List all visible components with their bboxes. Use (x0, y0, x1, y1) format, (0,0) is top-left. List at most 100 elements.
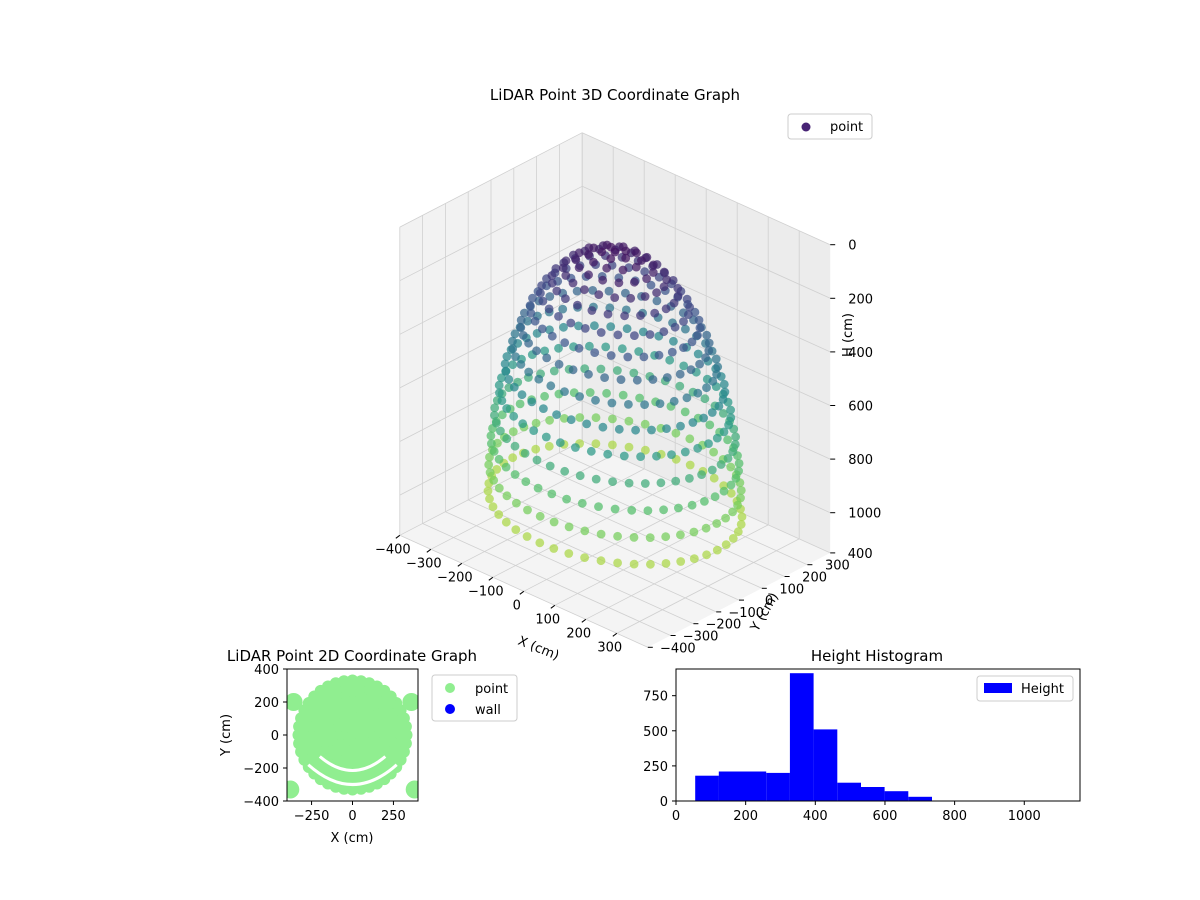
data-point-3d (631, 425, 640, 435)
data-point-3d (676, 530, 685, 540)
y-tick-label-3d: −400 (660, 641, 696, 656)
data-point-3d (591, 413, 601, 423)
y-tick-label-2d: 200 (254, 696, 279, 711)
data-point-3d (489, 447, 499, 456)
data-point-3d (701, 353, 710, 363)
data-point-3d (687, 337, 697, 347)
data-point-3d (515, 399, 525, 409)
data-point-3d (630, 331, 639, 340)
data-point-3d (487, 439, 496, 448)
data-point-3d (508, 453, 518, 463)
data-point-3d (624, 400, 633, 409)
data-point-3d (736, 493, 745, 503)
data-point-3d (484, 460, 494, 470)
data-point-3d (574, 321, 583, 331)
data-point-3d (704, 346, 714, 355)
data-point-3d (544, 304, 554, 314)
data-point-3d (483, 486, 493, 496)
data-point-3d (701, 523, 711, 533)
legend-histogram-swatch (984, 683, 1012, 693)
data-point-3d (661, 559, 671, 568)
data-point-3d (621, 253, 631, 263)
data-point-3d (613, 330, 623, 340)
legend-3d-label: point (830, 120, 863, 135)
data-point-3d (511, 525, 521, 534)
data-point-3d (539, 404, 548, 413)
chart-title-3d: LiDAR Point 3D Coordinate Graph (490, 86, 740, 104)
data-point-3d (650, 308, 660, 318)
x-tick-3d (395, 534, 401, 539)
data-point-3d (591, 395, 600, 405)
y-tick-label-2d: −200 (243, 762, 279, 777)
data-point-3d (635, 393, 644, 403)
data-point-3d (638, 327, 648, 337)
data-point-3d (632, 248, 641, 258)
data-point-3d (589, 243, 599, 253)
data-point-3d (659, 282, 669, 292)
x-axis-label-3d: X (cm) (516, 634, 561, 664)
y-tick-label-2d: −400 (243, 795, 279, 810)
data-point-3d (541, 432, 551, 442)
data-point-3d (549, 366, 559, 376)
x-tick-label-2d: 250 (381, 809, 406, 824)
data-point-3d (685, 302, 694, 312)
data-point-3d (608, 477, 617, 486)
x-tick-3d (457, 562, 463, 567)
data-point-3d (616, 375, 626, 384)
legend-3d-frame (787, 113, 873, 140)
y-tick-label-3d: 200 (802, 571, 827, 586)
data-point-3d (516, 323, 526, 332)
data-point-3d (733, 527, 743, 537)
data-point-3d (685, 474, 694, 483)
histogram-bar (718, 771, 743, 801)
data-point-3d (702, 383, 711, 393)
data-point-3d (566, 415, 576, 425)
data-point-2d (402, 693, 418, 711)
data-point-3d (716, 460, 726, 469)
histogram-bar (766, 772, 790, 801)
data-point-3d (712, 369, 721, 379)
chart-title-2d: LiDAR Point 2D Coordinate Graph (227, 647, 477, 665)
data-point-3d (574, 248, 584, 258)
data-point-3d (680, 407, 690, 417)
grid-y-floor (490, 487, 740, 601)
data-point-3d (502, 404, 512, 413)
data-point-3d (601, 342, 611, 352)
data-point-3d (669, 396, 679, 406)
data-point-3d (585, 388, 595, 397)
data-point-3d (509, 382, 519, 392)
data-point-3d (682, 294, 692, 304)
grid-y-floor (468, 499, 717, 613)
data-point-3d (580, 553, 589, 562)
y-tick-label-3d: 0 (765, 594, 773, 609)
data-point-3d (497, 396, 507, 406)
data-point-3d (654, 350, 664, 360)
plot-area-histogram-frame (675, 668, 1081, 802)
data-point-2d (287, 693, 303, 711)
data-point-3d (645, 330, 655, 339)
data-point-3d (516, 360, 526, 369)
data-point-3d (693, 443, 703, 453)
data-point-3d (547, 331, 557, 341)
data-point-3d (648, 268, 658, 277)
data-point-3d (676, 421, 685, 431)
data-point-3d (585, 341, 594, 351)
data-point-3d (704, 338, 714, 348)
z-tick-label-3d: 1000 (848, 507, 881, 522)
data-point-3d (571, 255, 581, 265)
data-point-3d (662, 373, 672, 382)
x-tick-label-3d: −400 (375, 542, 411, 557)
data-point-3d (671, 476, 681, 486)
data-point-3d (614, 424, 624, 434)
data-point-3d (596, 556, 606, 566)
data-point-3d (603, 449, 613, 459)
data-point-3d (640, 267, 650, 277)
data-point-3d (649, 260, 658, 270)
data-point-3d (647, 425, 656, 435)
data-point-3d (582, 419, 592, 429)
data-point-3d (501, 462, 511, 472)
data-point-3d (531, 418, 541, 428)
data-point-3d (618, 390, 628, 400)
data-point-3d (704, 439, 713, 448)
data-point-3d (711, 354, 721, 364)
